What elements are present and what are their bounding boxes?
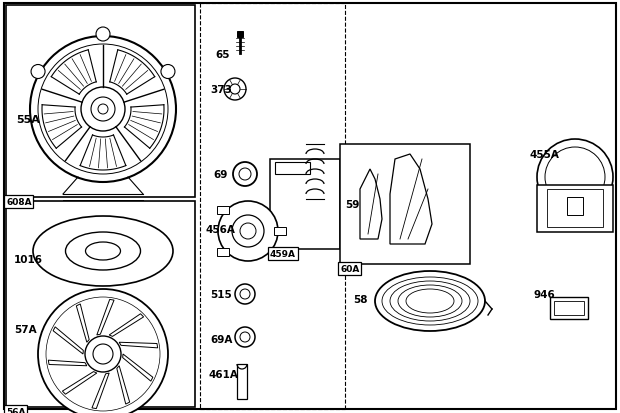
Bar: [237, 32, 243, 38]
Circle shape: [93, 344, 113, 364]
Circle shape: [161, 65, 175, 79]
Polygon shape: [63, 372, 97, 394]
Text: eReplacementParts.com: eReplacementParts.com: [246, 204, 374, 214]
Circle shape: [230, 85, 240, 95]
Bar: [6, 202, 195, 407]
Circle shape: [81, 88, 125, 132]
Text: 1016: 1016: [14, 254, 43, 264]
Bar: [218, 248, 229, 256]
Circle shape: [218, 202, 278, 261]
Bar: [537, 185, 613, 233]
Polygon shape: [117, 366, 130, 404]
Text: 69: 69: [213, 170, 228, 180]
Polygon shape: [109, 314, 144, 337]
Text: 57A: 57A: [14, 324, 37, 334]
Bar: [274, 228, 286, 235]
Circle shape: [240, 223, 256, 240]
Circle shape: [98, 105, 108, 115]
Circle shape: [240, 332, 250, 342]
Circle shape: [239, 169, 251, 180]
Circle shape: [240, 289, 250, 299]
Polygon shape: [119, 342, 157, 348]
Polygon shape: [390, 154, 432, 244]
Text: 58: 58: [353, 294, 368, 304]
Text: 459A: 459A: [270, 249, 296, 259]
Circle shape: [91, 98, 115, 122]
Bar: [218, 207, 229, 215]
Circle shape: [38, 45, 168, 175]
Ellipse shape: [33, 216, 173, 286]
Circle shape: [31, 65, 45, 79]
Bar: [550, 297, 588, 319]
Circle shape: [233, 163, 257, 187]
Text: 373: 373: [210, 85, 232, 95]
Circle shape: [46, 297, 160, 411]
Bar: [567, 197, 583, 216]
Circle shape: [545, 147, 605, 207]
Circle shape: [224, 79, 246, 101]
Polygon shape: [360, 170, 382, 240]
Text: 59: 59: [345, 199, 360, 209]
Circle shape: [96, 28, 110, 42]
Text: 65: 65: [215, 50, 229, 60]
Circle shape: [30, 37, 176, 183]
Bar: [340, 145, 470, 264]
Text: 515: 515: [210, 289, 232, 299]
Polygon shape: [53, 327, 83, 354]
Circle shape: [235, 284, 255, 304]
Circle shape: [38, 289, 168, 413]
Polygon shape: [48, 360, 87, 366]
Text: 69A: 69A: [210, 334, 232, 344]
Bar: [237, 364, 247, 399]
Text: 608A: 608A: [6, 197, 32, 206]
Bar: [547, 190, 603, 228]
Text: 456A: 456A: [205, 224, 235, 235]
Polygon shape: [76, 304, 89, 342]
Text: 60A: 60A: [340, 264, 360, 273]
Polygon shape: [123, 354, 153, 381]
Text: 461A: 461A: [208, 369, 238, 379]
Text: 56A: 56A: [6, 407, 25, 413]
Bar: [270, 159, 340, 249]
Bar: [275, 163, 310, 175]
Text: 55A: 55A: [16, 115, 40, 125]
Polygon shape: [97, 300, 114, 335]
Circle shape: [85, 336, 121, 372]
Circle shape: [235, 327, 255, 347]
Text: 455A: 455A: [530, 150, 560, 159]
Polygon shape: [92, 373, 109, 408]
Text: 946: 946: [533, 289, 555, 299]
Circle shape: [232, 216, 264, 247]
Ellipse shape: [66, 233, 141, 271]
Circle shape: [537, 140, 613, 216]
Bar: [6, 6, 195, 197]
Bar: [554, 301, 584, 315]
Ellipse shape: [375, 271, 485, 331]
Ellipse shape: [86, 242, 120, 260]
